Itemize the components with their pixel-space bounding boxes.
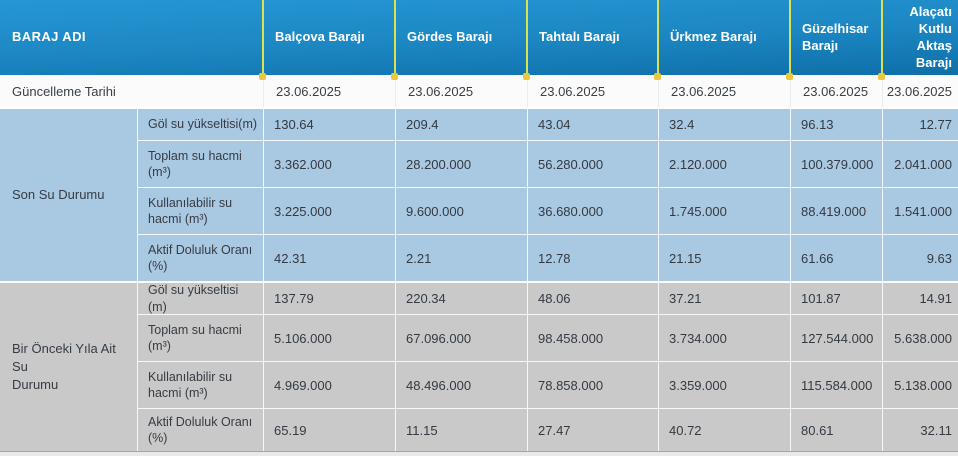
cell-prev-usable-volume-gordes: 48.496.000 bbox=[395, 361, 527, 408]
cell-prev-lake-level-guzelhisar: 101.87 bbox=[790, 283, 882, 314]
column-header-alacati: Alaçatı Kutlu Aktaş Barajı bbox=[878, 0, 958, 80]
update-date-balcova: 23.06.2025 bbox=[263, 75, 395, 107]
cell-prev-usable-volume-guzelhisar: 115.584.000 bbox=[790, 361, 882, 408]
cell-current-usable-volume-gordes: 9.600.000 bbox=[395, 187, 527, 234]
cell-prev-lake-level-balcova: 137.79 bbox=[263, 283, 395, 314]
cell-prev-total-volume-balcova: 5.106.000 bbox=[263, 314, 395, 361]
section-label-current: Son Su Durumu bbox=[12, 186, 105, 202]
update-date-alacati: 23.06.2025 bbox=[882, 75, 958, 107]
cell-prev-fill-rate-alacati: 32.11 bbox=[882, 408, 958, 451]
cell-current-lake-level-alacati: 12.77 bbox=[882, 109, 958, 140]
cell-current-fill-rate-alacati: 9.63 bbox=[882, 234, 958, 281]
update-date-guzelhisar: 23.06.2025 bbox=[790, 75, 882, 107]
column-header-tahtali: Tahtalı Barajı bbox=[523, 0, 658, 80]
cell-current-usable-volume-alacati: 1.541.000 bbox=[882, 187, 958, 234]
metric-label-fill-rate-prev: Aktif Doluluk Oranı (%) bbox=[137, 408, 263, 451]
cell-current-total-volume-balcova: 3.362.000 bbox=[263, 140, 395, 187]
cell-current-fill-rate-urkmez: 21.15 bbox=[658, 234, 790, 281]
cell-current-usable-volume-guzelhisar: 88.419.000 bbox=[790, 187, 882, 234]
section-label-previous-year: Bir Önceki Yıla Ait Su Durumu bbox=[12, 340, 116, 393]
metric-label-fill-rate: Aktif Doluluk Oranı (%) bbox=[137, 234, 263, 281]
table-header-row: BARAJ ADI Balçova Barajı Gördes Barajı T… bbox=[0, 0, 958, 80]
metric-label-usable-volume-prev: Kullanılabilir su hacmi (m³) bbox=[137, 361, 263, 408]
metric-label-total-volume-prev: Toplam su hacmi (m³) bbox=[137, 314, 263, 361]
metric-label-lake-level: Göl su yükseltisi(m) bbox=[137, 109, 263, 140]
cell-prev-lake-level-alacati: 14.91 bbox=[882, 283, 958, 314]
cell-current-usable-volume-urkmez: 1.745.000 bbox=[658, 187, 790, 234]
table-bottom-strip bbox=[0, 451, 958, 456]
cell-prev-total-volume-urkmez: 3.734.000 bbox=[658, 314, 790, 361]
metric-label-total-volume: Toplam su hacmi (m³) bbox=[137, 140, 263, 187]
cell-prev-fill-rate-guzelhisar: 80.61 bbox=[790, 408, 882, 451]
section-previous-year-water-status: Bir Önceki Yıla Ait Su Durumu Göl su yük… bbox=[0, 281, 958, 451]
cell-current-total-volume-gordes: 28.200.000 bbox=[395, 140, 527, 187]
cell-prev-lake-level-tahtali: 48.06 bbox=[527, 283, 658, 314]
cell-prev-usable-volume-urkmez: 3.359.000 bbox=[658, 361, 790, 408]
cell-current-total-volume-alacati: 2.041.000 bbox=[882, 140, 958, 187]
cell-current-lake-level-tahtali: 43.04 bbox=[527, 109, 658, 140]
cell-prev-total-volume-tahtali: 98.458.000 bbox=[527, 314, 658, 361]
cell-current-total-volume-guzelhisar: 100.379.000 bbox=[790, 140, 882, 187]
cell-prev-lake-level-urkmez: 37.21 bbox=[658, 283, 790, 314]
update-date-tahtali: 23.06.2025 bbox=[527, 75, 658, 107]
cell-prev-total-volume-alacati: 5.638.000 bbox=[882, 314, 958, 361]
cell-current-total-volume-tahtali: 56.280.000 bbox=[527, 140, 658, 187]
cell-current-total-volume-urkmez: 2.120.000 bbox=[658, 140, 790, 187]
cell-prev-lake-level-gordes: 220.34 bbox=[395, 283, 527, 314]
metric-label-lake-level-prev: Göl su yükseltisi (m) bbox=[137, 283, 263, 314]
update-date-urkmez: 23.06.2025 bbox=[658, 75, 790, 107]
cell-current-lake-level-gordes: 209.4 bbox=[395, 109, 527, 140]
cell-prev-usable-volume-alacati: 5.138.000 bbox=[882, 361, 958, 408]
cell-current-fill-rate-tahtali: 12.78 bbox=[527, 234, 658, 281]
cell-current-fill-rate-guzelhisar: 61.66 bbox=[790, 234, 882, 281]
cell-current-fill-rate-gordes: 2.21 bbox=[395, 234, 527, 281]
section-current-water-status: Son Su Durumu Göl su yükseltisi(m) 130.6… bbox=[0, 107, 958, 281]
column-header-dam-name: BARAJ ADI bbox=[12, 29, 86, 45]
cell-prev-fill-rate-urkmez: 40.72 bbox=[658, 408, 790, 451]
cell-prev-total-volume-gordes: 67.096.000 bbox=[395, 314, 527, 361]
cell-prev-fill-rate-gordes: 11.15 bbox=[395, 408, 527, 451]
cell-current-usable-volume-balcova: 3.225.000 bbox=[263, 187, 395, 234]
cell-prev-fill-rate-balcova: 65.19 bbox=[263, 408, 395, 451]
column-header-guzelhisar: Güzelhisar Barajı bbox=[786, 0, 882, 80]
cell-prev-total-volume-guzelhisar: 127.544.000 bbox=[790, 314, 882, 361]
column-header-balcova: Balçova Barajı bbox=[259, 0, 395, 80]
update-date-gordes: 23.06.2025 bbox=[395, 75, 527, 107]
cell-prev-usable-volume-tahtali: 78.858.000 bbox=[527, 361, 658, 408]
column-header-urkmez: Ürkmez Barajı bbox=[654, 0, 790, 80]
cell-current-usable-volume-tahtali: 36.680.000 bbox=[527, 187, 658, 234]
cell-current-lake-level-balcova: 130.64 bbox=[263, 109, 395, 140]
update-date-row: Güncelleme Tarihi 23.06.2025 23.06.2025 … bbox=[0, 75, 958, 107]
metric-label-usable-volume: Kullanılabilir su hacmi (m³) bbox=[137, 187, 263, 234]
column-header-gordes: Gördes Barajı bbox=[391, 0, 527, 80]
cell-prev-usable-volume-balcova: 4.969.000 bbox=[263, 361, 395, 408]
cell-current-lake-level-guzelhisar: 96.13 bbox=[790, 109, 882, 140]
cell-current-fill-rate-balcova: 42.31 bbox=[263, 234, 395, 281]
cell-prev-fill-rate-tahtali: 27.47 bbox=[527, 408, 658, 451]
update-date-label: Güncelleme Tarihi bbox=[12, 83, 116, 99]
cell-current-lake-level-urkmez: 32.4 bbox=[658, 109, 790, 140]
